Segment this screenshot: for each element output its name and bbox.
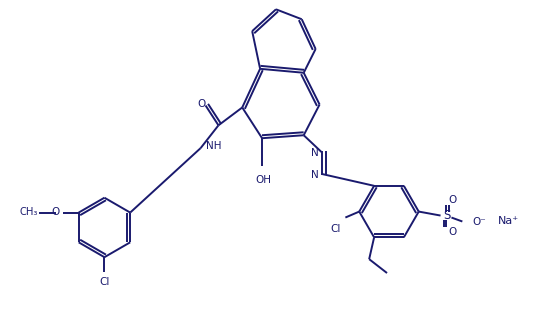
- Text: O: O: [198, 98, 206, 109]
- Text: O⁻: O⁻: [472, 217, 486, 228]
- Text: OH: OH: [255, 175, 271, 185]
- Text: O: O: [449, 228, 457, 237]
- Text: NH: NH: [206, 141, 221, 151]
- Text: O: O: [52, 207, 60, 216]
- Text: S: S: [443, 209, 450, 222]
- Text: Cl: Cl: [330, 224, 340, 234]
- Text: N: N: [311, 148, 319, 158]
- Text: N: N: [311, 170, 319, 180]
- Text: Cl: Cl: [99, 277, 110, 287]
- Text: O: O: [449, 195, 457, 205]
- Text: CH₃: CH₃: [20, 207, 39, 216]
- Text: Na⁺: Na⁺: [498, 216, 519, 227]
